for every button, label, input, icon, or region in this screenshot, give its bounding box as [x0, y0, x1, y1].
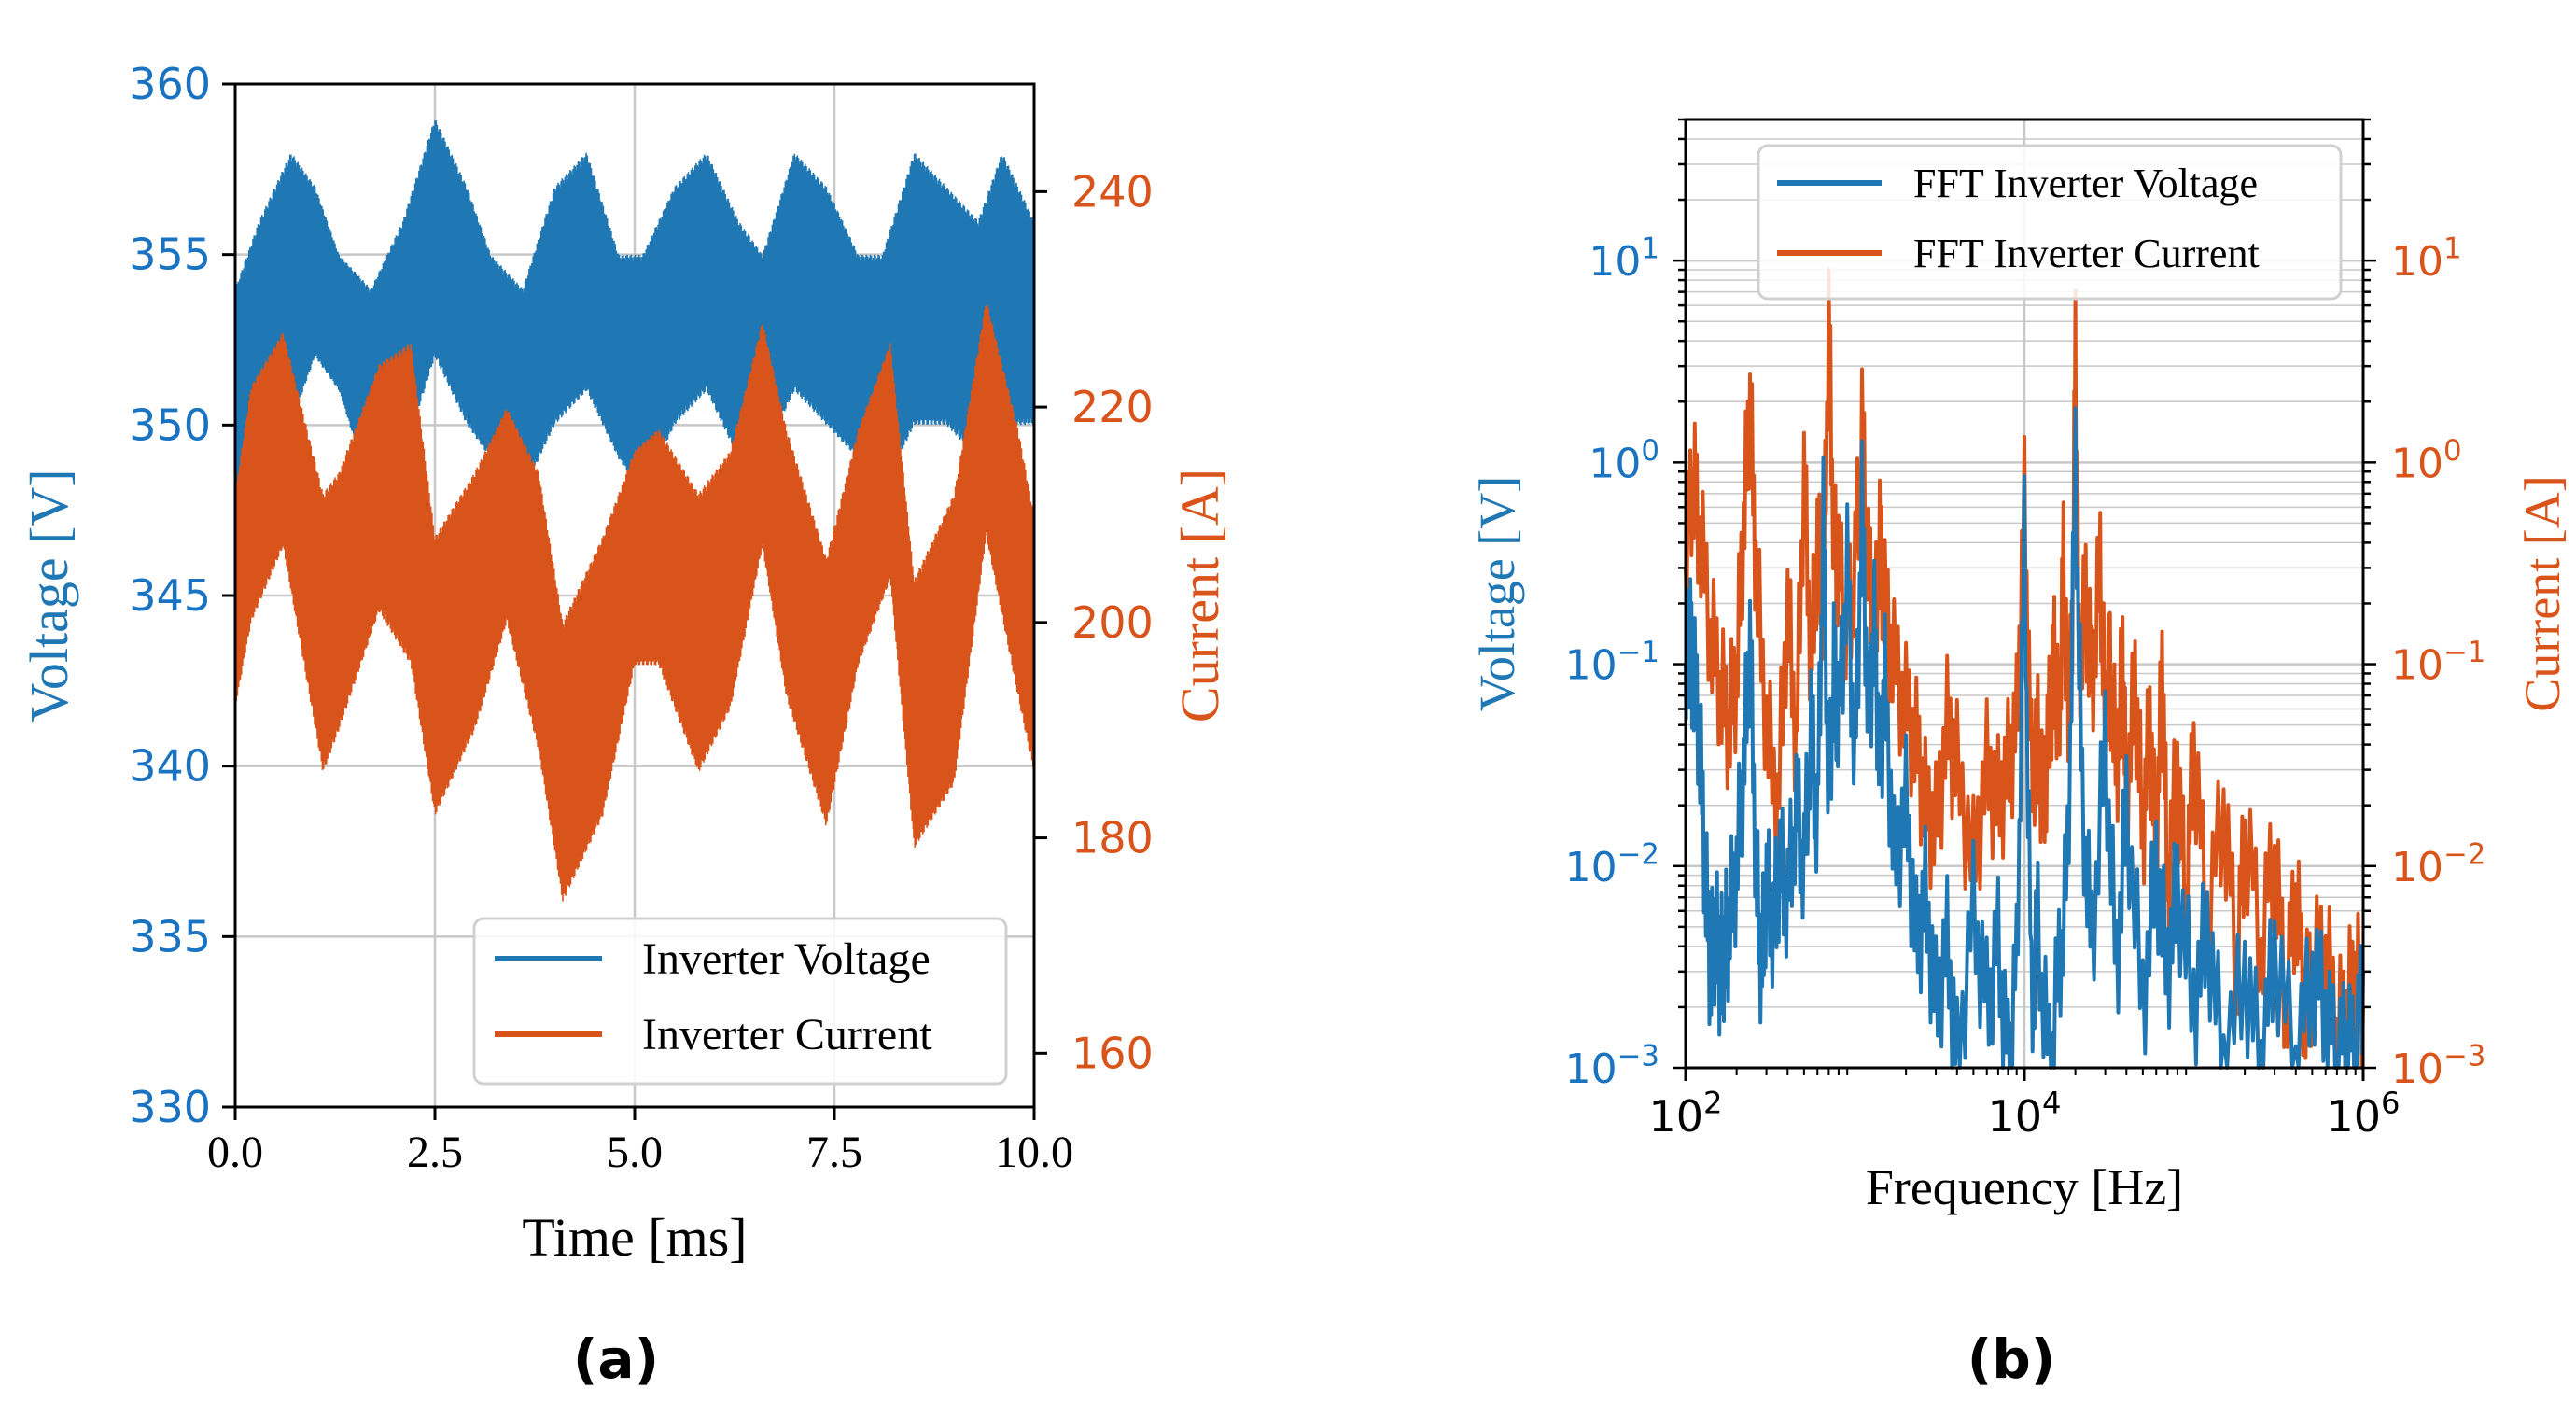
chart-a-legend: Inverter Voltage Inverter Current — [472, 917, 1008, 1086]
chart-b-ytick-label-left: 10−2 — [1565, 837, 1659, 891]
chart-a-ticks: 0.0 2.5 5.0 7.5 10.0 330 335 340 345 350 355 360 160… — [129, 59, 1154, 1177]
chart-a-ytick-label-left: 340 — [129, 741, 211, 792]
chart-b-xtick-label: 104 — [1987, 1086, 2061, 1142]
chart-a-ylabel-left: Voltage [V] — [19, 469, 79, 722]
panel-label-a: (a) — [573, 1327, 659, 1391]
chart-b-ytick-label-left: 10−3 — [1565, 1040, 1659, 1093]
chart-a-legend-box — [472, 917, 1008, 1086]
chart-b-ytick-label-right: 10−1 — [2391, 636, 2485, 689]
chart-a-ytick-label-left: 345 — [129, 570, 211, 621]
chart-b-plot — [1684, 268, 2365, 1070]
chart-a-ylabel-right: Current [A] — [1169, 469, 1230, 723]
chart-b-ylabel-left: Voltage [V] — [1469, 476, 1525, 711]
chart-a-xtick-label: 7.5 — [806, 1128, 862, 1177]
chart-a-ytick-label-right: 180 — [1071, 813, 1154, 863]
chart-b-ytick-label-left: 100 — [1589, 434, 1659, 487]
chart-b-ytick-label-right: 10−2 — [2391, 837, 2485, 891]
chart-a-ytick-label-right: 200 — [1071, 597, 1154, 648]
chart-b-xlabel: Frequency [Hz] — [1866, 1159, 2183, 1215]
series-fft-inverter-voltage — [1684, 406, 2365, 1070]
chart-a-xlabel: Time [ms] — [522, 1207, 747, 1268]
chart-a-xtick-label: 0.0 — [207, 1128, 263, 1177]
chart-a-ytick-label-left: 330 — [129, 1082, 211, 1132]
chart-a: 0.0 2.5 5.0 7.5 10.0 330 335 340 345 350 355 360 160… — [19, 59, 1230, 1268]
chart-b-legend-box — [1757, 144, 2343, 301]
chart-b-ytick-label-right: 101 — [2391, 232, 2462, 286]
chart-a-xtick-label: 10.0 — [995, 1128, 1073, 1177]
chart-a-ytick-label-left: 360 — [129, 59, 211, 109]
chart-b-legend: FFT Inverter Voltage FFT Inverter Curren… — [1757, 144, 2343, 301]
chart-a-ytick-label-right: 160 — [1071, 1028, 1154, 1078]
chart-b-ytick-label-left: 10−1 — [1565, 636, 1659, 689]
legend-label-inverter-current: Inverter Current — [642, 1010, 932, 1059]
chart-b-xtick-label: 106 — [2326, 1086, 2400, 1142]
legend-label-fft-voltage: FFT Inverter Voltage — [1913, 161, 2258, 206]
legend-label-fft-current: FFT Inverter Current — [1913, 231, 2260, 276]
chart-b-ylabel-right: Current [A] — [2514, 475, 2570, 711]
panel-label-b: (b) — [1967, 1327, 2056, 1391]
chart-b-ytick-label-right: 10−3 — [2391, 1040, 2485, 1093]
chart-a-ytick-label-right: 240 — [1071, 166, 1154, 217]
chart-a-xtick-label: 5.0 — [607, 1128, 663, 1177]
chart-a-ytick-label-right: 220 — [1071, 382, 1154, 432]
chart-b-ytick-label-left: 101 — [1589, 232, 1659, 286]
chart-a-ytick-label-left: 355 — [129, 230, 211, 280]
chart-b-ytick-label-right: 100 — [2391, 434, 2462, 487]
chart-a-ytick-label-left: 335 — [129, 911, 211, 961]
chart-b-xtick-label: 102 — [1648, 1086, 1722, 1142]
chart-a-ytick-label-left: 350 — [129, 400, 211, 450]
legend-label-inverter-voltage: Inverter Voltage — [642, 934, 931, 984]
chart-a-xtick-label: 2.5 — [407, 1128, 463, 1177]
